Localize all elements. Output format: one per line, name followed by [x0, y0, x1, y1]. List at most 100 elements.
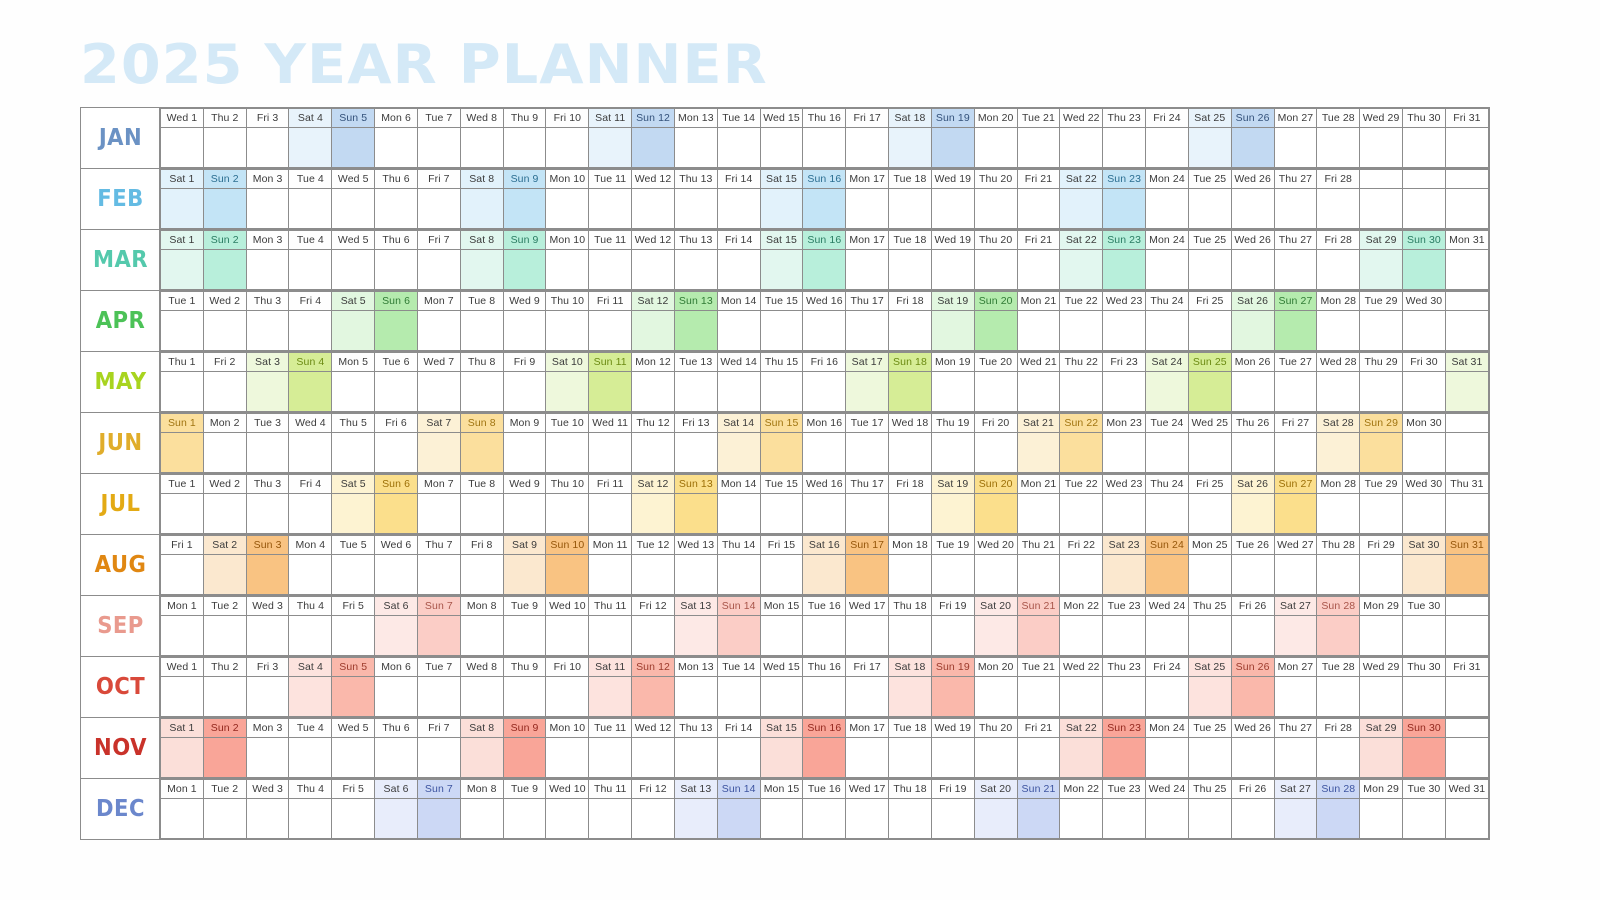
day-cell-oct-17[interactable] [845, 676, 890, 717]
day-cell-dec-10[interactable] [545, 798, 590, 839]
day-cell-nov-8[interactable] [459, 737, 504, 778]
day-cell-oct-11[interactable] [588, 676, 633, 717]
day-cell-mar-19[interactable] [930, 249, 975, 290]
day-cell-dec-2[interactable] [202, 798, 247, 839]
day-cell-feb-23[interactable] [1102, 188, 1147, 229]
day-cell-oct-6[interactable] [374, 676, 418, 717]
day-cell-jul-22[interactable] [1059, 493, 1104, 534]
day-cell-apr-11[interactable] [588, 310, 633, 351]
day-cell-jul-1[interactable] [160, 493, 204, 534]
day-cell-mar-25[interactable] [1187, 249, 1232, 290]
day-cell-nov-1[interactable] [160, 737, 204, 778]
day-cell-jan-25[interactable] [1187, 127, 1232, 168]
day-cell-mar-23[interactable] [1102, 249, 1147, 290]
day-cell-jul-29[interactable] [1359, 493, 1404, 534]
day-cell-dec-28[interactable] [1316, 798, 1361, 839]
day-cell-dec-3[interactable] [245, 798, 290, 839]
day-cell-mar-5[interactable] [331, 249, 376, 290]
day-cell-may-1[interactable] [160, 371, 204, 412]
day-cell-apr-26[interactable] [1230, 310, 1275, 351]
day-cell-jan-5[interactable] [331, 127, 376, 168]
day-cell-nov-26[interactable] [1230, 737, 1275, 778]
day-cell-may-5[interactable] [331, 371, 376, 412]
day-cell-aug-23[interactable] [1102, 554, 1147, 595]
day-cell-dec-26[interactable] [1230, 798, 1275, 839]
day-cell-jun-11[interactable] [588, 432, 633, 473]
day-cell-mar-20[interactable] [973, 249, 1018, 290]
day-cell-jan-13[interactable] [673, 127, 718, 168]
day-cell-mar-16[interactable] [802, 249, 847, 290]
day-cell-dec-19[interactable] [930, 798, 975, 839]
day-cell-jan-10[interactable] [545, 127, 590, 168]
day-cell-sep-15[interactable] [759, 615, 804, 656]
day-cell-jan-16[interactable] [802, 127, 847, 168]
day-cell-jan-3[interactable] [245, 127, 290, 168]
day-cell-oct-14[interactable] [716, 676, 761, 717]
day-cell-dec-12[interactable] [631, 798, 675, 839]
day-cell-aug-24[interactable] [1145, 554, 1189, 595]
day-cell-jul-2[interactable] [202, 493, 247, 534]
day-cell-nov-13[interactable] [673, 737, 718, 778]
day-cell-jul-15[interactable] [759, 493, 804, 534]
day-cell-sep-14[interactable] [716, 615, 761, 656]
day-cell-oct-12[interactable] [631, 676, 675, 717]
day-cell-feb-1[interactable] [160, 188, 204, 229]
day-cell-aug-26[interactable] [1230, 554, 1275, 595]
day-cell-oct-7[interactable] [416, 676, 461, 717]
day-cell-aug-22[interactable] [1059, 554, 1104, 595]
day-cell-apr-20[interactable] [973, 310, 1018, 351]
day-cell-may-10[interactable] [545, 371, 590, 412]
day-cell-nov-20[interactable] [973, 737, 1018, 778]
day-cell-may-22[interactable] [1059, 371, 1104, 412]
day-cell-jun-7[interactable] [416, 432, 461, 473]
day-cell-mar-13[interactable] [673, 249, 718, 290]
day-cell-jun-3[interactable] [245, 432, 290, 473]
day-cell-may-30[interactable] [1402, 371, 1446, 412]
day-cell-aug-27[interactable] [1273, 554, 1318, 595]
day-cell-mar-4[interactable] [288, 249, 333, 290]
day-cell-oct-25[interactable] [1187, 676, 1232, 717]
day-cell-dec-24[interactable] [1145, 798, 1189, 839]
day-cell-mar-7[interactable] [416, 249, 461, 290]
day-cell-may-12[interactable] [631, 371, 675, 412]
day-cell-mar-31[interactable] [1444, 249, 1490, 290]
day-cell-aug-16[interactable] [802, 554, 847, 595]
day-cell-may-24[interactable] [1145, 371, 1189, 412]
day-cell-oct-5[interactable] [331, 676, 376, 717]
day-cell-nov-27[interactable] [1273, 737, 1318, 778]
day-cell-jul-16[interactable] [802, 493, 847, 534]
day-cell-may-20[interactable] [973, 371, 1018, 412]
day-cell-may-21[interactable] [1016, 371, 1061, 412]
day-cell-feb-7[interactable] [416, 188, 461, 229]
day-cell-sep-23[interactable] [1102, 615, 1147, 656]
day-cell-nov-28[interactable] [1316, 737, 1361, 778]
day-cell-apr-10[interactable] [545, 310, 590, 351]
day-cell-aug-1[interactable] [160, 554, 204, 595]
day-cell-aug-14[interactable] [716, 554, 761, 595]
day-cell-jun-25[interactable] [1187, 432, 1232, 473]
day-cell-jul-20[interactable] [973, 493, 1018, 534]
day-cell-jan-17[interactable] [845, 127, 890, 168]
day-cell-apr-25[interactable] [1187, 310, 1232, 351]
day-cell-mar-2[interactable] [202, 249, 247, 290]
day-cell-apr-15[interactable] [759, 310, 804, 351]
day-cell-dec-8[interactable] [459, 798, 504, 839]
day-cell-may-13[interactable] [673, 371, 718, 412]
day-cell-aug-19[interactable] [930, 554, 975, 595]
day-cell-jun-8[interactable] [459, 432, 504, 473]
day-cell-nov-25[interactable] [1187, 737, 1232, 778]
day-cell-jul-28[interactable] [1316, 493, 1361, 534]
day-cell-jul-19[interactable] [930, 493, 975, 534]
day-cell-nov-3[interactable] [245, 737, 290, 778]
day-cell-jul-13[interactable] [673, 493, 718, 534]
day-cell-jan-1[interactable] [160, 127, 204, 168]
day-cell-sep-30[interactable] [1402, 615, 1446, 656]
day-cell-jul-27[interactable] [1273, 493, 1318, 534]
day-cell-jul-31[interactable] [1444, 493, 1490, 534]
day-cell-jul-17[interactable] [845, 493, 890, 534]
day-cell-apr-8[interactable] [459, 310, 504, 351]
day-cell-aug-29[interactable] [1359, 554, 1404, 595]
day-cell-jun-17[interactable] [845, 432, 890, 473]
day-cell-aug-6[interactable] [374, 554, 418, 595]
day-cell-dec-4[interactable] [288, 798, 333, 839]
